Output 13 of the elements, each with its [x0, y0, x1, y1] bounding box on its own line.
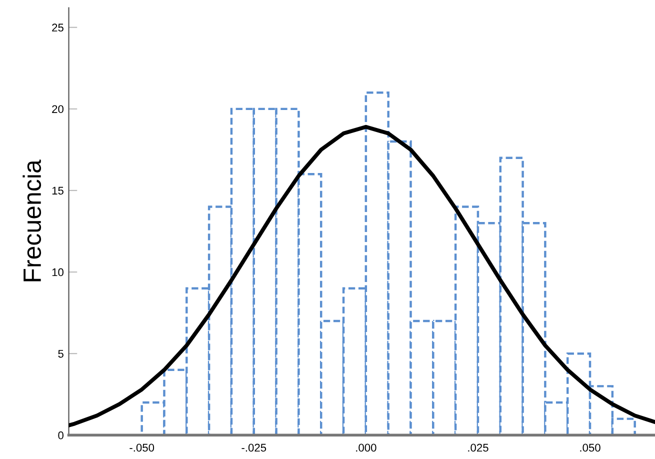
y-tick-label: 10	[52, 268, 64, 276]
x-tick-label: .050	[580, 444, 600, 452]
y-tick-label: 0	[58, 431, 64, 440]
y-tick-label: 25	[52, 24, 64, 32]
y-tick-label: 20	[52, 105, 64, 114]
y-tick-label: 15	[52, 186, 64, 195]
y-tick-label: 5	[58, 350, 64, 358]
x-tick-label: -.025	[242, 444, 266, 452]
x-tick-label: -.050	[130, 444, 154, 452]
y-axis-title: Frecuencia	[22, 160, 42, 282]
x-tick-label: .025	[468, 444, 488, 452]
x-tick-label: .000	[356, 444, 376, 452]
line-series	[68, 124, 655, 428]
